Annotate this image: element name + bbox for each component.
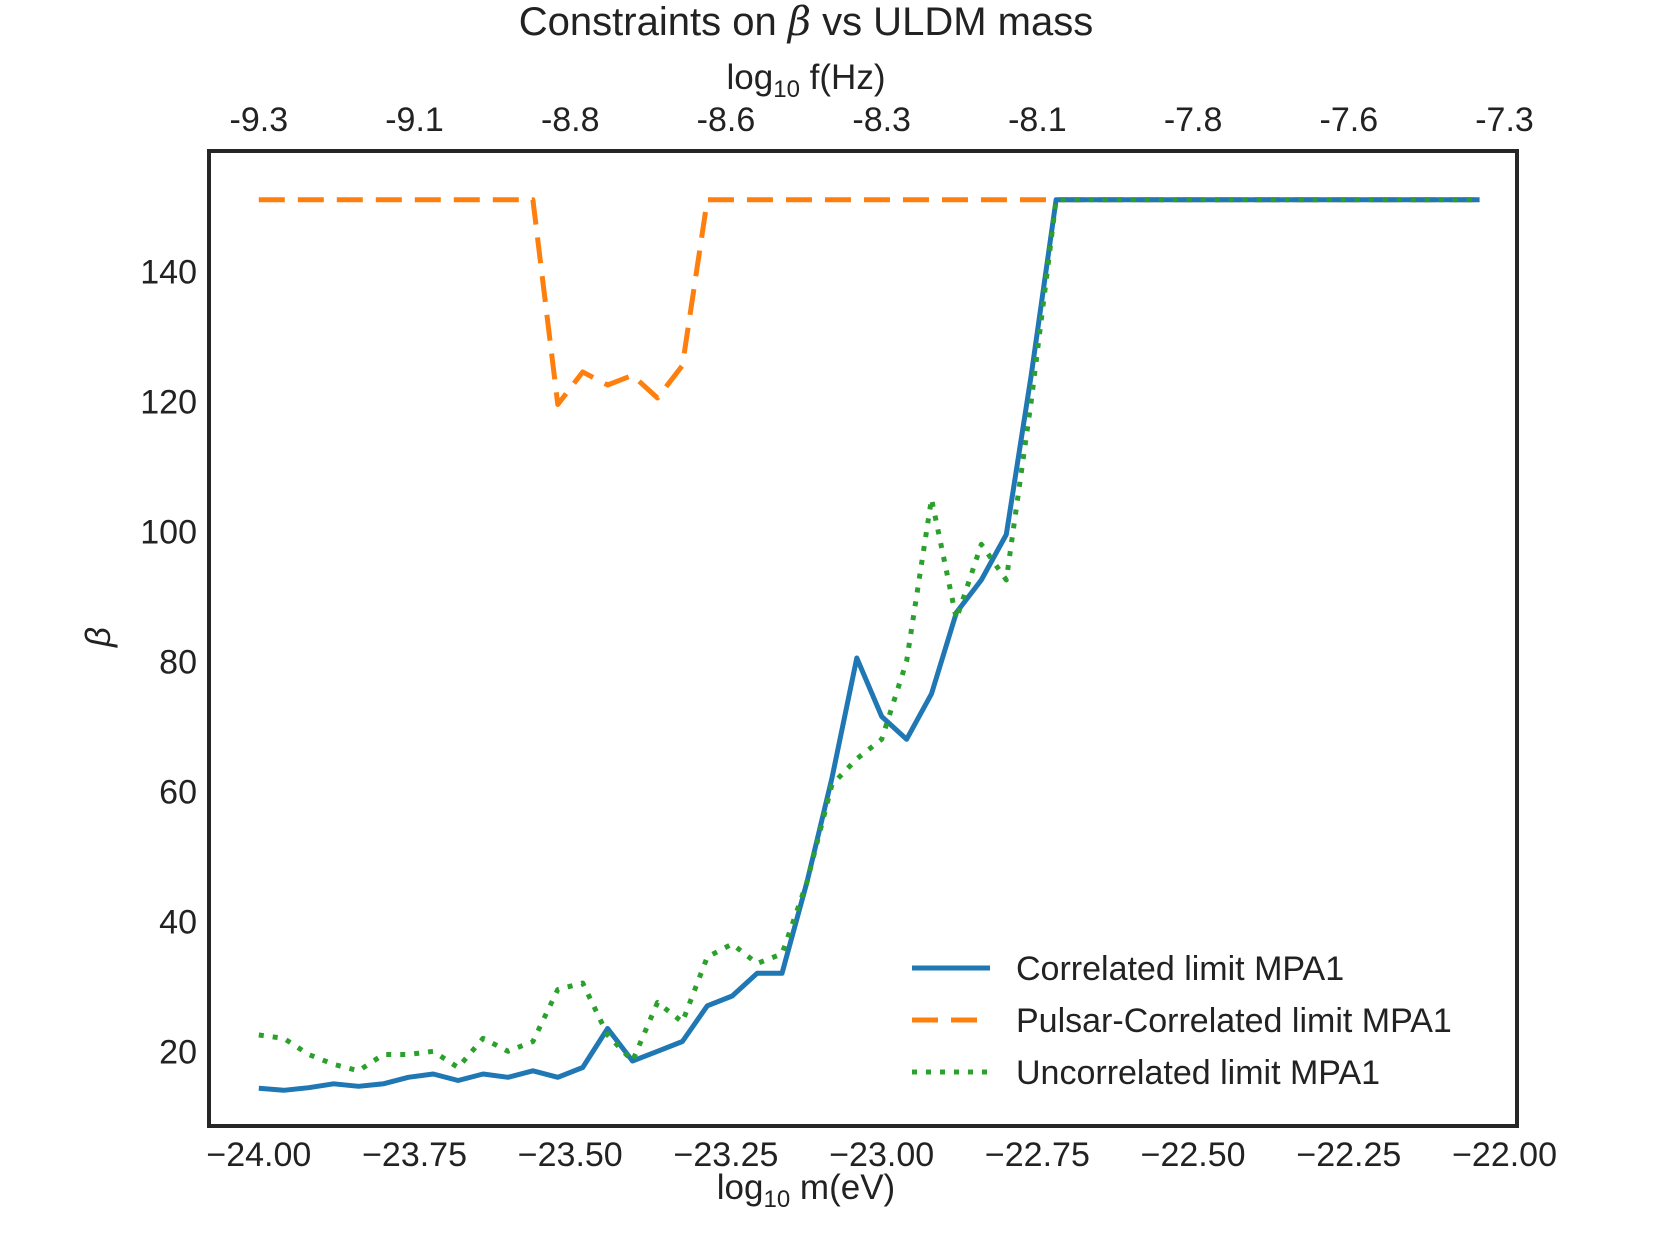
legend: Correlated limit MPA1 Pulsar-Correlated … [912,950,1452,1092]
y-tick-label: 120 [140,383,197,421]
y-tick-label: 40 [159,903,197,941]
top-tick-label: -9.3 [230,101,289,139]
y-axis-label: β [79,627,118,648]
x-tick-label: −22.25 [1296,1136,1401,1174]
chart-title: Constraints on β vs ULDM mass [519,0,1093,45]
y-tick-label: 20 [159,1033,197,1071]
top-tick-label: -7.8 [1164,101,1223,139]
legend-label-uncorrelated: Uncorrelated limit MPA1 [1016,1054,1380,1092]
x-tick-label: −23.75 [362,1136,467,1174]
plot-frame [207,149,1519,1128]
y-tick-label: 140 [140,253,197,291]
y-tick-label: 100 [140,513,197,551]
top-tick-label: -7.6 [1320,101,1379,139]
legend-label-correlated: Correlated limit MPA1 [1016,950,1344,988]
top-axis-label: log10 f(Hz) [727,58,886,103]
x-tick-label: −22.50 [1141,1136,1246,1174]
x-tick-label: −23.00 [829,1136,934,1174]
tick-layer: −24.00 −23.75 −23.50 −23.25 −23.00 −22.75 −22.… [140,101,1557,1174]
top-tick-label: -8.8 [541,101,600,139]
y-tick-label: 60 [159,773,197,811]
x-tick-label: −23.50 [518,1136,623,1174]
series-layer [258,197,1480,1093]
top-tick-label: -9.1 [385,101,444,139]
legend-label-pulsar-correlated: Pulsar-Correlated limit MPA1 [1016,1002,1452,1040]
x-tick-label: −24.00 [206,1136,311,1174]
top-tick-label: -7.3 [1475,101,1534,139]
top-tick-label: -8.1 [1008,101,1067,139]
top-tick-label: -8.6 [697,101,756,139]
x-axis-label: log10 m(eV) [717,1168,895,1213]
x-tick-label: −23.25 [673,1136,778,1174]
x-tick-label: −22.00 [1452,1136,1557,1174]
top-tick-label: -8.3 [852,101,911,139]
y-tick-label: 80 [159,643,197,681]
x-tick-label: −22.75 [985,1136,1090,1174]
